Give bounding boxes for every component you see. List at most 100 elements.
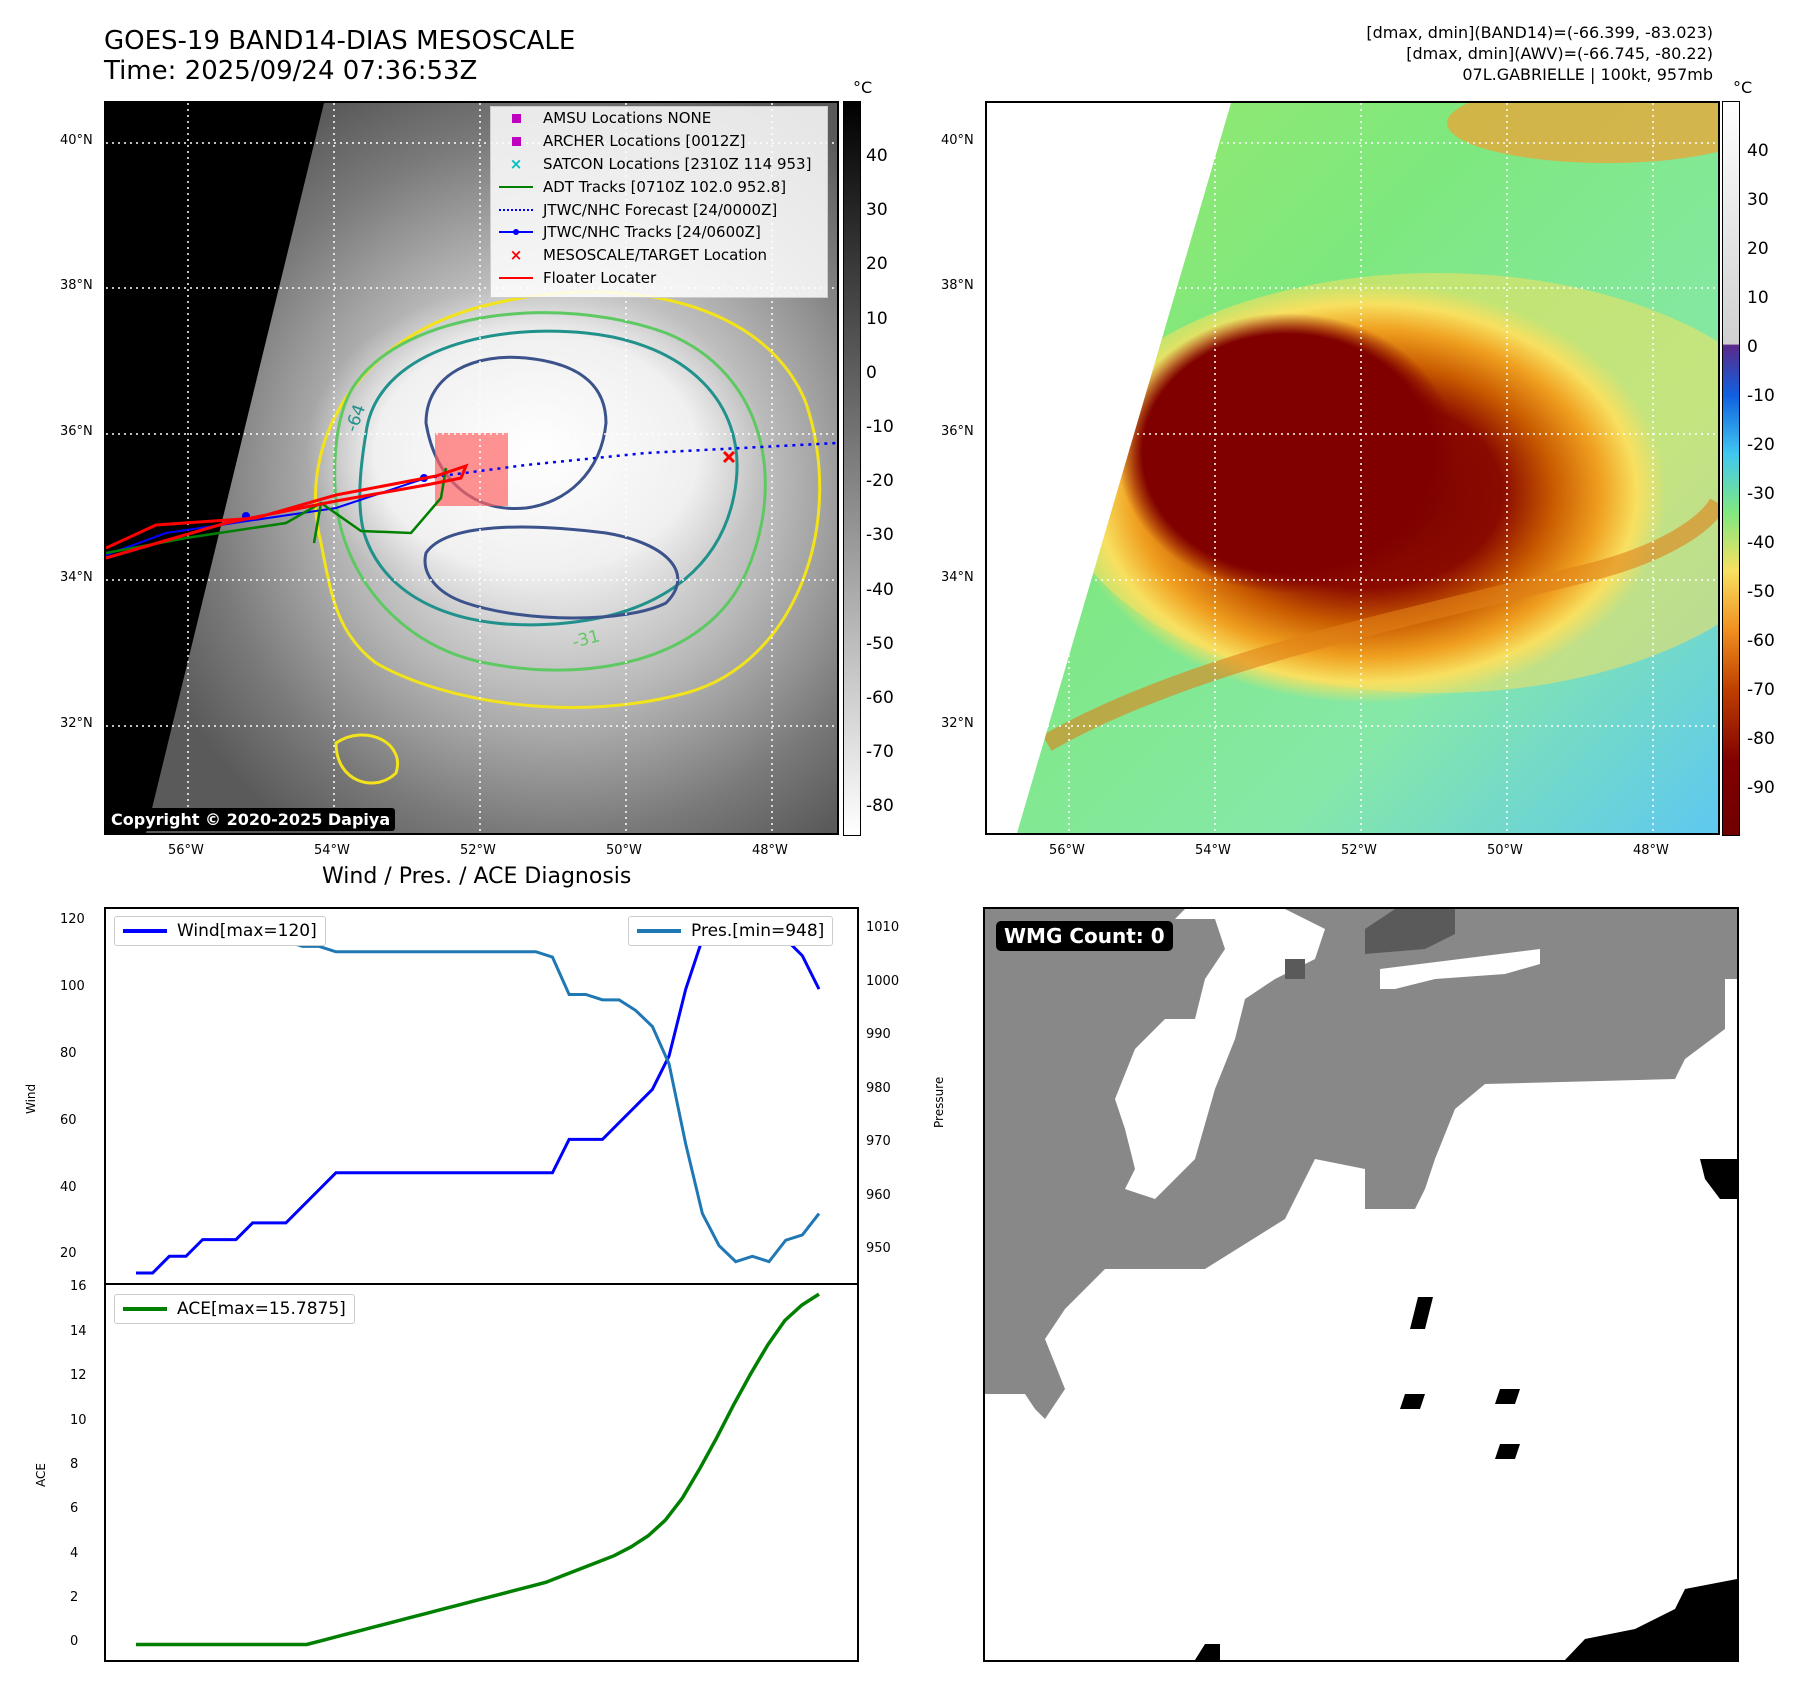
ace-tick: 8 xyxy=(70,1456,79,1472)
storm-info: [dmax, dmin](BAND14)=(-66.399, -83.023) … xyxy=(1366,23,1713,84)
ace-tick: 10 xyxy=(70,1412,87,1428)
ir-map-panel: -64 -31 Copyright © 2020-2025 Dapiya xyxy=(104,101,839,835)
ir-cold-core xyxy=(306,283,766,623)
right-colorbar-unit: °C xyxy=(1733,78,1753,97)
pressure-tick: 970 xyxy=(866,1134,891,1150)
adt-track-2 xyxy=(312,502,323,544)
ir-map-svg: -64 -31 xyxy=(106,103,837,833)
left-colorbar-tick: -30 xyxy=(866,525,894,546)
contour-yellow-2 xyxy=(334,733,400,785)
wind-tick: 100 xyxy=(60,979,85,995)
wind-tick: 40 xyxy=(60,1179,77,1195)
lon-label: 56°W xyxy=(1049,843,1085,858)
legend-item-forecast: JTWC/NHC Forecast [24/0000Z] xyxy=(491,198,827,221)
ace-tick: 16 xyxy=(70,1279,87,1295)
pressure-tick: 960 xyxy=(866,1187,891,1203)
legend-item-archer: ARCHER Locations [0012Z] xyxy=(491,130,827,153)
lat-label: 38°N xyxy=(60,278,93,293)
left-colorbar-tick: 30 xyxy=(866,200,888,221)
wind-tick: 60 xyxy=(60,1112,77,1128)
right-colorbar-tick: -40 xyxy=(1747,533,1775,553)
right-colorbar-tick: -60 xyxy=(1747,631,1775,651)
right-colorbar xyxy=(1722,101,1740,836)
legend-item-amsu: AMSU Locations NONE xyxy=(491,107,827,130)
ace-tick: 12 xyxy=(70,1368,87,1384)
right-colorbar-tick: -70 xyxy=(1747,680,1775,700)
awv-map-panel xyxy=(985,101,1720,835)
right-colorbar-tick: -20 xyxy=(1747,435,1775,455)
left-colorbar-tick: 20 xyxy=(866,254,888,275)
lon-label: 48°W xyxy=(1633,843,1669,858)
pressure-tick: 950 xyxy=(866,1240,891,1256)
ace-tick: 2 xyxy=(70,1590,79,1606)
diag-title: Wind / Pres. / ACE Diagnosis xyxy=(322,864,632,889)
awv-north-band xyxy=(1447,103,1718,163)
wmg-dark-patch xyxy=(1365,909,1455,954)
mesoscale-box xyxy=(435,433,508,506)
mesoscale-target-marker xyxy=(722,450,736,464)
wmg-white-gap-1 xyxy=(1115,909,1325,1199)
pressure-legend: Pres.[min=948] xyxy=(628,916,834,946)
pressure-ylabel: Pressure xyxy=(932,1076,946,1128)
ace-tick: 4 xyxy=(70,1545,79,1561)
ace-series-line xyxy=(136,1292,820,1647)
ace-tick: 14 xyxy=(70,1323,87,1339)
ace-tick: 0 xyxy=(70,1634,79,1650)
lon-label: 50°W xyxy=(606,843,642,858)
floater-locater xyxy=(106,463,469,560)
wind-tick: 20 xyxy=(60,1246,77,1262)
ace-svg xyxy=(136,1292,820,1647)
pressure-tick: 990 xyxy=(866,1027,891,1043)
contour-yellow xyxy=(313,290,822,709)
ace-tick: 6 xyxy=(70,1501,79,1517)
right-colorbar-tick: -10 xyxy=(1747,386,1775,406)
lat-label: 40°N xyxy=(941,133,974,148)
contour-green xyxy=(333,311,767,672)
awv-core xyxy=(1117,313,1457,593)
awv-map-svg xyxy=(987,103,1718,833)
adt-track xyxy=(106,467,448,555)
left-colorbar-unit: °C xyxy=(853,78,873,97)
lon-label: 52°W xyxy=(460,843,496,858)
lon-label: 52°W xyxy=(1341,843,1377,858)
lat-label: 32°N xyxy=(941,716,974,731)
chart-title: GOES-19 BAND14-DIAS MESOSCALE Time: 2025… xyxy=(104,26,576,86)
lat-label: 40°N xyxy=(60,133,93,148)
lon-label: 48°W xyxy=(752,843,788,858)
awv-spiral-band xyxy=(1042,498,1718,751)
right-colorbar-tick: 30 xyxy=(1747,190,1769,210)
left-colorbar-tick: 40 xyxy=(866,146,888,166)
wmg-svg xyxy=(985,909,1737,1660)
lat-label: 38°N xyxy=(941,278,974,293)
left-colorbar xyxy=(843,101,861,836)
right-colorbar-tick: -50 xyxy=(1747,582,1775,602)
right-colorbar-tick: 40 xyxy=(1747,141,1769,161)
left-colorbar-tick: -70 xyxy=(866,742,894,763)
wmg-white-gap-2 xyxy=(1380,949,1540,989)
pressure-tick: 1000 xyxy=(866,973,900,989)
wmg-black-patch-3 xyxy=(1400,1394,1425,1409)
pressure-tick: 980 xyxy=(866,1080,891,1096)
left-colorbar-tick: 10 xyxy=(866,308,888,329)
wmg-black-patch-2 xyxy=(1410,1297,1433,1329)
left-colorbar-tick: 0 xyxy=(866,362,877,383)
lon-label: 56°W xyxy=(168,843,204,858)
wind-tick: 120 xyxy=(60,912,85,928)
right-colorbar-tick: -30 xyxy=(1747,484,1775,504)
wmg-black-patch-1 xyxy=(1700,1159,1737,1199)
right-colorbar-tick: 20 xyxy=(1747,239,1769,259)
wind-pres-panel xyxy=(104,907,859,1285)
wmg-count-badge: WMG Count: 0 xyxy=(996,921,1173,951)
legend-item-satcon: × SATCON Locations [2310Z 114 953] xyxy=(509,154,812,173)
ir-space-area xyxy=(106,103,324,833)
wind-ylabel: Wind xyxy=(24,1083,38,1114)
wmg-dark-patch-2 xyxy=(1285,959,1305,979)
lat-label: 34°N xyxy=(941,570,974,585)
right-colorbar-tick: -90 xyxy=(1747,778,1775,798)
wmg-black-patch-7 xyxy=(1195,1644,1220,1660)
lat-label: 36°N xyxy=(941,424,974,439)
awv-gridlines xyxy=(987,103,1718,833)
map-legend: AMSU Locations NONE ARCHER Locations [00… xyxy=(490,106,828,298)
lon-label: 54°W xyxy=(1195,843,1231,858)
left-colorbar-tick: -50 xyxy=(866,633,894,654)
